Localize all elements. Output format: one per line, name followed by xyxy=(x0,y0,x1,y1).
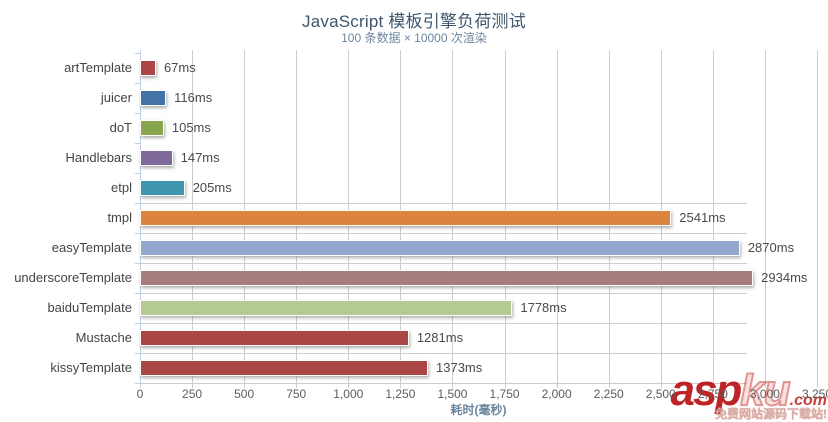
x-axis-tick-label: 1,250 xyxy=(385,387,416,401)
x-axis-tick-label: 1,750 xyxy=(489,387,520,401)
chart-title: JavaScript 模板引擎负荷测试 xyxy=(302,12,526,31)
row-divider-line xyxy=(140,233,747,234)
x-axis-tick-label: 2,750 xyxy=(697,387,728,401)
bar[interactable] xyxy=(140,180,185,196)
bar-value-label: 205ms xyxy=(192,180,232,195)
bar[interactable] xyxy=(140,240,740,256)
bar-value-label: 1373ms xyxy=(436,360,483,375)
bar-value-label: 1281ms xyxy=(416,330,464,345)
y-axis-tick xyxy=(135,323,140,324)
category-label: kissyTemplate xyxy=(50,360,132,375)
category-label: doT xyxy=(109,120,132,135)
x-axis-tick-label: 2,250 xyxy=(593,387,624,401)
bar-value-label: 67ms xyxy=(163,60,196,75)
bar-value-label: 116ms xyxy=(174,90,213,105)
bar[interactable] xyxy=(140,210,672,226)
x-axis-tick xyxy=(817,383,818,388)
x-axis-tick xyxy=(244,383,246,388)
bar-value-label: 2870ms xyxy=(747,240,795,255)
y-axis-tick xyxy=(135,263,140,264)
plot-area: artTemplate 67ms juicer 116ms doT 105ms Handle… xyxy=(14,50,818,388)
category-label: Handlebars xyxy=(65,150,133,165)
x-axis-tick-label: 1,000 xyxy=(333,387,364,401)
bar-value-label: 147ms xyxy=(180,150,220,165)
watermark-tagline: 免费网站源码下载站! xyxy=(715,407,827,421)
row-divider-line xyxy=(140,353,747,354)
grid-line-vertical xyxy=(712,50,714,383)
x-axis-tick xyxy=(712,383,714,388)
bar[interactable] xyxy=(140,150,173,166)
x-axis-tick xyxy=(556,383,558,388)
y-axis-tick xyxy=(135,173,140,174)
watermark: aspku.com 免费网站源码下载站! xyxy=(670,366,827,421)
category-label: tmpl xyxy=(107,210,132,225)
watermark-logo-ku: ku xyxy=(739,366,791,415)
y-axis-tick xyxy=(135,293,140,294)
y-axis-tick xyxy=(135,143,140,144)
y-axis-tick xyxy=(135,113,140,114)
x-axis-tick xyxy=(140,383,141,388)
bar[interactable] xyxy=(140,360,428,376)
bar[interactable] xyxy=(140,60,156,76)
x-axis-tick-label: 500 xyxy=(234,387,255,401)
bar[interactable] xyxy=(140,120,164,136)
category-label: underscoreTemplate xyxy=(14,270,132,285)
x-axis-tick xyxy=(452,383,454,388)
watermark-logo-domain: .com xyxy=(789,392,827,409)
x-axis-tick xyxy=(764,383,766,388)
x-axis-tick xyxy=(192,383,194,388)
watermark-logo-asp: asp xyxy=(670,366,742,415)
row-divider-line xyxy=(140,323,747,324)
chart-subtitle: 100 条数据 × 10000 次渲染 xyxy=(341,31,487,45)
category-label: baiduTemplate xyxy=(47,300,132,315)
grid-line-vertical xyxy=(817,50,818,383)
row-divider-line xyxy=(140,293,747,294)
watermark-logo: aspku.com xyxy=(670,366,827,415)
x-axis-tick-label: 3,000 xyxy=(749,387,780,401)
category-label: easyTemplate xyxy=(51,240,132,255)
row-divider-line xyxy=(140,203,747,204)
x-axis-tick xyxy=(296,383,298,388)
y-axis-tick xyxy=(135,233,140,234)
x-axis-tick-label: 2,500 xyxy=(645,387,676,401)
x-axis-tick xyxy=(608,383,610,388)
y-axis-tick xyxy=(135,53,140,54)
y-axis-tick xyxy=(135,383,140,384)
category-label: artTemplate xyxy=(64,60,132,75)
x-axis-tick xyxy=(348,383,350,388)
bar-value-label: 1778ms xyxy=(520,300,567,315)
x-axis-tick-label: 1,500 xyxy=(437,387,468,401)
bar[interactable] xyxy=(140,90,167,106)
x-axis-tick xyxy=(504,383,506,388)
bar[interactable] xyxy=(140,300,513,316)
x-axis-tick-label: 750 xyxy=(286,387,307,401)
bar-value-label: 105ms xyxy=(171,120,211,135)
bar-value-label: 2934ms xyxy=(761,270,808,285)
x-axis-tick-label: 250 xyxy=(182,387,203,401)
y-axis-tick xyxy=(135,83,140,84)
x-axis-title: 耗时(毫秒) xyxy=(450,403,507,417)
row-divider-line xyxy=(140,263,747,264)
x-axis-tick xyxy=(660,383,662,388)
y-axis-tick xyxy=(135,203,140,204)
x-axis-tick-label: 2,000 xyxy=(541,387,572,401)
category-label: juicer xyxy=(100,90,132,105)
x-axis-tick-label: 0 xyxy=(136,387,144,401)
bar-value-label: 2541ms xyxy=(679,210,726,225)
row-divider-line xyxy=(140,383,747,384)
x-axis-tick-label: 3,250 xyxy=(801,387,828,401)
bar[interactable] xyxy=(140,330,409,346)
y-axis-tick xyxy=(135,353,140,354)
grid-line-vertical xyxy=(764,50,766,383)
category-label: etpl xyxy=(111,180,132,195)
category-label: Mustache xyxy=(75,330,132,345)
bar[interactable] xyxy=(140,270,754,286)
x-axis-tick xyxy=(400,383,402,388)
